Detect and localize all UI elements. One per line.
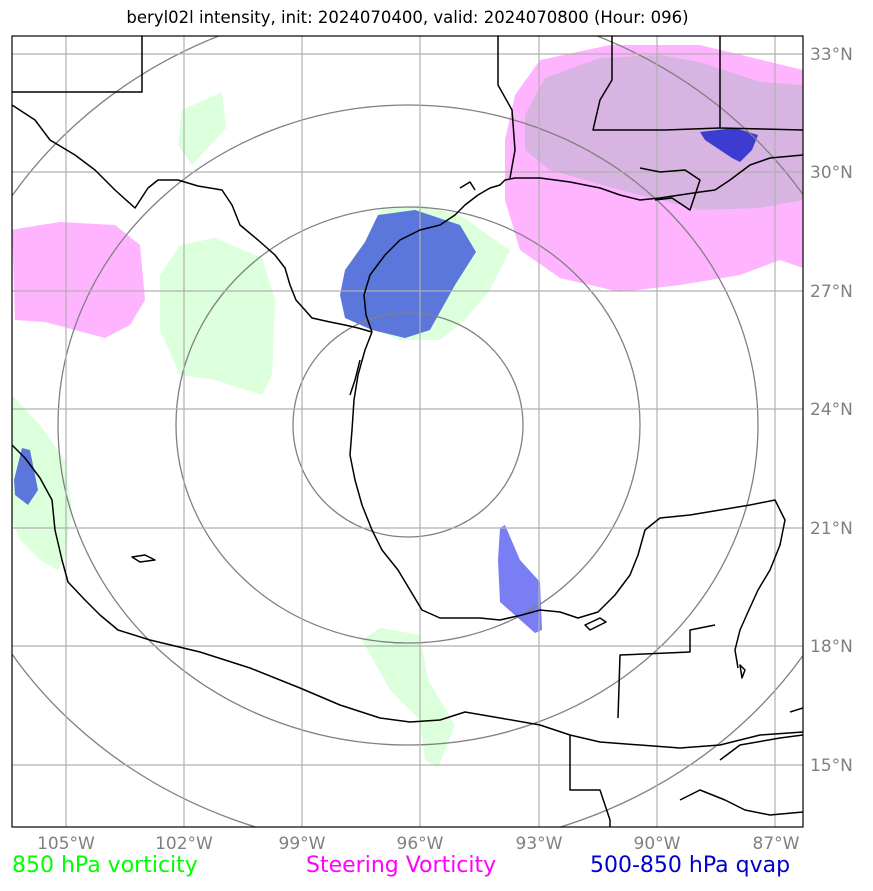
- border-line: [12, 104, 373, 333]
- island: [459, 181, 476, 191]
- coastlines: [12, 36, 803, 827]
- y-tick-label: 33°N: [810, 45, 853, 65]
- coastline-central-america: [569, 735, 611, 827]
- border-line: [497, 36, 516, 179]
- y-tick-label: 30°N: [810, 163, 853, 183]
- coastline-central-america: [719, 734, 803, 761]
- vort850-region: [362, 628, 455, 768]
- x-tick-label: 90°W: [634, 834, 681, 854]
- range-ring-middle: [175, 206, 641, 644]
- coastline-delta: [639, 167, 701, 211]
- vort850-region: [160, 238, 275, 395]
- island: [131, 554, 156, 563]
- range-ring-outer: [57, 104, 759, 746]
- border-line: [719, 36, 803, 131]
- border-line: [12, 36, 143, 93]
- legend-steering-vorticity: Steering Vorticity: [306, 853, 497, 878]
- x-tick-label: 99°W: [279, 834, 326, 854]
- range-rings: [12, 36, 803, 827]
- steering-overlay-layer: [525, 55, 803, 210]
- range-ring-inner: [292, 312, 524, 538]
- map-layers: [12, 36, 803, 827]
- vort850-region: [178, 92, 226, 165]
- qvap-region: [700, 128, 758, 162]
- qvap-layer: [14, 128, 758, 633]
- x-tick-label: 93°W: [516, 834, 563, 854]
- y-tick-label: 15°N: [810, 756, 853, 776]
- steering-vorticity-region: [12, 222, 145, 338]
- y-tick-labels: 33°N 30°N 27°N 24°N 21°N 18°N 15°N: [810, 45, 853, 776]
- coastline-mexico: [349, 331, 786, 669]
- coastline-texas: [363, 154, 803, 333]
- y-tick-label: 24°N: [810, 400, 853, 420]
- steering-overlay-region: [525, 55, 803, 210]
- map-frame: [11, 35, 804, 828]
- y-tick-label: 21°N: [810, 519, 853, 539]
- x-tick-label: 105°W: [37, 834, 95, 854]
- legend-qvap: 500-850 hPa qvap: [590, 853, 791, 878]
- x-tick-label: 87°W: [753, 834, 800, 854]
- qvap-region: [14, 448, 38, 505]
- island: [349, 359, 361, 396]
- x-tick-label: 96°W: [397, 834, 444, 854]
- vort850-layer: [12, 92, 510, 768]
- y-tick-label: 27°N: [810, 282, 853, 302]
- qvap-region: [498, 525, 542, 633]
- gridlines: [12, 36, 803, 827]
- island: [584, 617, 607, 631]
- x-tick-label: 102°W: [155, 834, 213, 854]
- legend-vort850: 850 hPa vorticity: [12, 853, 198, 878]
- island: [789, 707, 803, 713]
- border-line: [617, 624, 716, 719]
- map-title: beryl02l intensity, init: 2024070400, va…: [126, 8, 689, 27]
- border-line: [592, 36, 721, 131]
- coastline-pacific: [12, 444, 803, 749]
- coastline-central-america: [679, 789, 803, 816]
- island: [739, 664, 746, 679]
- x-tick-labels: 105°W 102°W 99°W 96°W 93°W 90°W 87°W: [37, 834, 800, 854]
- qvap-region: [340, 210, 476, 338]
- y-tick-label: 18°N: [810, 637, 853, 657]
